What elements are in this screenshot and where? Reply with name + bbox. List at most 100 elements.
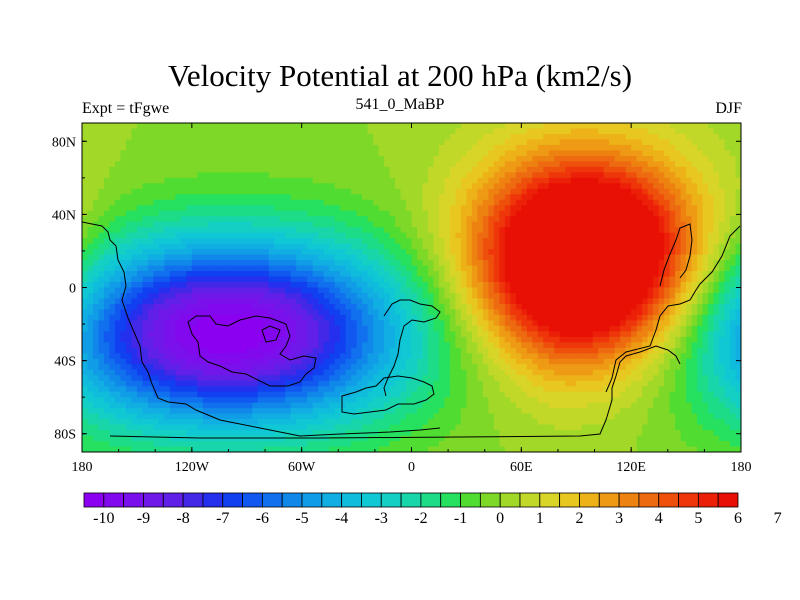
field-cell <box>422 155 429 162</box>
field-cell <box>373 232 380 239</box>
field-cell <box>471 265 478 272</box>
field-cell <box>702 205 709 212</box>
field-cell <box>164 227 171 234</box>
field-cell <box>230 249 237 256</box>
field-cell <box>356 331 363 338</box>
field-cell <box>164 271 171 278</box>
field-cell <box>504 271 511 278</box>
field-cell <box>290 161 297 168</box>
field-cell <box>548 221 555 228</box>
field-cell <box>356 155 363 162</box>
field-cell <box>384 210 391 217</box>
field-cell <box>477 221 484 228</box>
field-cell <box>669 260 676 267</box>
field-cell <box>642 342 649 349</box>
field-cell <box>230 128 237 135</box>
field-cell <box>521 188 528 195</box>
field-cell <box>691 216 698 223</box>
field-cell <box>444 347 451 354</box>
field-cell <box>82 331 89 338</box>
field-cell <box>103 221 111 228</box>
field-cell <box>389 227 396 234</box>
field-cell <box>488 282 495 289</box>
field-cell <box>257 232 264 239</box>
field-cell <box>395 155 402 162</box>
field-cell <box>180 199 187 206</box>
field-cell <box>373 249 380 256</box>
field-cell <box>730 314 737 321</box>
field-cell <box>543 128 550 135</box>
field-cell <box>438 227 446 234</box>
field-cell <box>158 205 165 212</box>
field-cell <box>658 177 665 184</box>
field-cell <box>422 314 429 321</box>
field-cell <box>406 188 413 195</box>
field-cell <box>180 128 187 135</box>
field-cell <box>400 303 407 311</box>
field-cell <box>449 298 457 305</box>
field-cell <box>125 227 133 234</box>
field-cell <box>592 161 599 168</box>
field-cell <box>521 342 528 349</box>
field-cell <box>285 150 292 157</box>
field-cell <box>702 282 709 289</box>
field-cell <box>279 254 286 261</box>
field-cell <box>296 336 303 343</box>
field-cell <box>537 254 544 261</box>
field-cell <box>230 271 237 278</box>
field-cell <box>378 210 385 217</box>
field-cell <box>559 210 566 217</box>
field-cell <box>416 232 424 239</box>
field-cell <box>543 292 550 300</box>
field-cell <box>340 314 347 321</box>
field-cell <box>438 139 446 146</box>
field-cell <box>202 347 209 354</box>
field-cell <box>351 183 358 190</box>
field-cell <box>493 144 500 152</box>
field-cell <box>642 287 649 294</box>
field-cell <box>191 194 198 201</box>
field-cell <box>636 320 643 327</box>
field-cell <box>373 254 380 261</box>
field-cell <box>213 276 220 283</box>
field-cell <box>570 331 577 338</box>
field-cell <box>213 238 220 245</box>
field-cell <box>356 123 363 130</box>
field-cell <box>257 144 264 152</box>
field-cell <box>554 133 561 141</box>
field-cell <box>334 238 341 245</box>
field-cell <box>504 183 511 190</box>
field-cell <box>169 188 176 195</box>
field-cell <box>499 260 506 267</box>
field-cell <box>136 205 144 212</box>
field-cell <box>537 205 544 212</box>
field-cell <box>455 314 462 321</box>
field-cell <box>406 221 413 228</box>
field-cell <box>433 205 440 212</box>
field-cell <box>559 123 566 130</box>
field-cell <box>351 298 358 305</box>
field-cell <box>455 243 462 250</box>
field-cell <box>263 325 270 332</box>
field-cell <box>532 150 539 157</box>
field-cell <box>82 336 89 343</box>
field-cell <box>142 342 149 349</box>
field-cell <box>98 150 105 157</box>
field-cell <box>592 205 599 212</box>
field-cell <box>614 188 621 195</box>
field-cell <box>444 155 451 162</box>
field-cell <box>455 144 462 152</box>
field-cell <box>455 161 462 168</box>
field-cell <box>444 128 451 135</box>
field-cell <box>169 342 176 349</box>
field-cell <box>131 227 138 234</box>
field-cell <box>340 260 347 267</box>
field-cell <box>537 161 544 168</box>
field-cell <box>109 133 116 141</box>
field-cell <box>504 238 511 245</box>
field-cell <box>213 232 220 239</box>
field-cell <box>559 342 566 349</box>
field-cell <box>471 292 478 300</box>
field-cell <box>153 271 160 278</box>
field-cell <box>543 139 550 146</box>
